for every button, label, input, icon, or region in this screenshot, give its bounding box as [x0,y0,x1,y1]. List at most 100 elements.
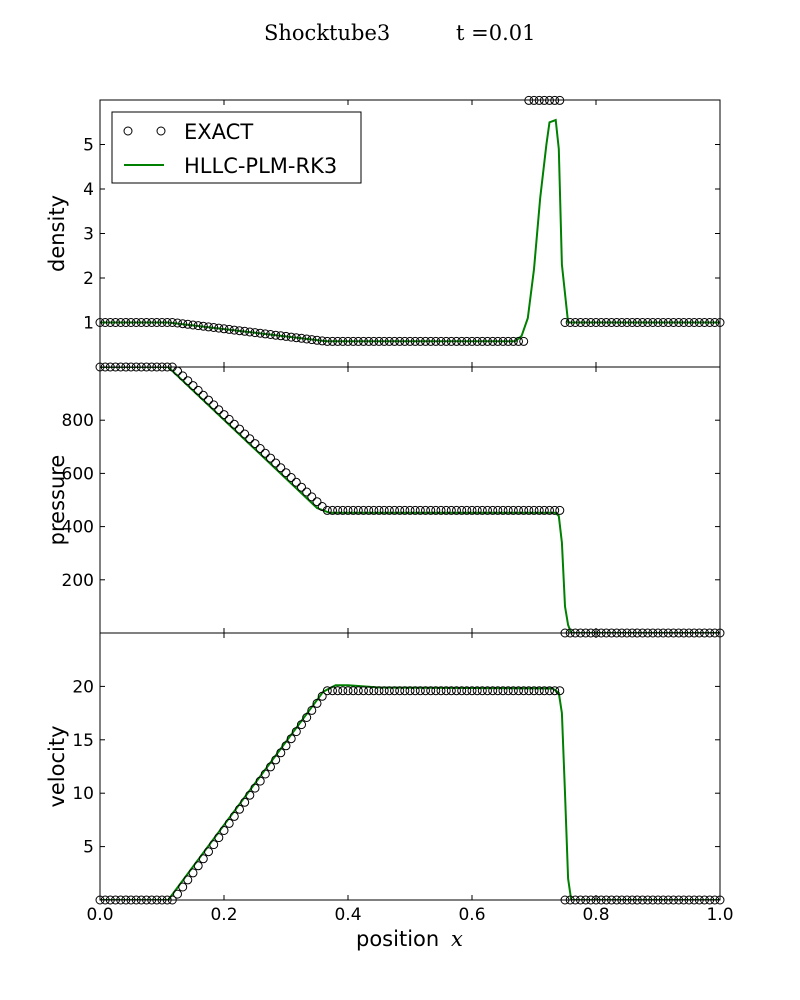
exact-point-velocity [436,686,446,696]
exact-point-density [364,336,374,346]
exact-point-density [136,318,146,327]
title-left: Shocktube3 [264,21,390,45]
exact-point-velocity [441,686,451,696]
exact-point-density [663,318,673,327]
exact-point-density [219,324,229,334]
exact-point-pressure [555,505,565,515]
exact-point-density [379,336,389,346]
exact-point-pressure [271,458,281,468]
exact-point-density [627,318,637,327]
exact-point-velocity [488,686,498,696]
exact-point-density [488,336,498,346]
exact-point-velocity [322,686,332,696]
exact-point-density [111,318,120,327]
exact-point-density [384,336,394,346]
exact-point-velocity [379,686,389,696]
exact-point-velocity [493,686,503,696]
exact-point-density [694,318,704,327]
exact-point-pressure [369,505,379,515]
exact-point-density [400,336,410,346]
exact-point-density [519,336,529,346]
exact-point-pressure [173,366,182,376]
x-tick-label: 0.4 [334,905,361,925]
exact-point-pressure [240,429,250,439]
exact-point-pressure [260,448,270,458]
exact-point-density [503,336,513,346]
exact-point-pressure [395,505,405,515]
exact-point-density [560,318,570,327]
exact-point-density [431,336,441,346]
exact-point-density [570,318,580,327]
exact-point-density [638,318,647,327]
y-tick-label-pressure: 800 [62,411,94,431]
exact-point-density [607,318,616,327]
exact-point-density [183,319,193,329]
exact-point-velocity [250,783,260,793]
exact-point-density [669,318,678,327]
exact-point-density [317,336,327,346]
exact-point-pressure [286,473,296,482]
exact-point-velocity [514,686,523,696]
exact-point-velocity [390,686,399,696]
exact-point-density [441,336,451,346]
exact-point-density [390,336,399,346]
series-line-velocity [100,684,720,900]
exact-point-velocity [343,686,353,696]
exact-point-density [565,318,575,327]
y-tick-label-density: 2 [83,269,94,289]
exact-point-density [131,318,141,327]
exact-point-density [457,336,467,346]
y-tick-label-pressure: 400 [62,518,94,538]
exact-point-velocity [188,868,198,878]
x-axis-label-text: position [356,927,439,951]
exact-point-density [596,318,606,327]
exact-point-pressure [534,505,544,515]
exact-point-density [369,336,379,346]
exact-point-density [291,333,301,343]
exact-point-pressure [322,505,332,515]
exact-point-density [198,321,208,331]
x-tick-label: 0.8 [582,905,609,925]
exact-point-density [700,318,709,327]
exact-point-velocity [219,826,229,835]
exact-point-pressure [333,505,343,515]
exact-point-pressure [214,405,224,415]
exact-point-velocity [255,776,265,786]
exact-point-velocity [266,762,275,772]
exact-point-density [374,336,384,346]
exact-point-density [452,336,461,346]
exact-point-pressure [431,505,441,515]
exact-point-density [710,318,720,327]
exact-point-velocity [214,833,224,843]
exact-point-velocity [498,686,508,696]
exact-point-velocity [271,755,281,765]
exact-point-density [632,318,642,327]
exact-point-pressure [224,414,234,424]
exact-point-density [100,318,110,327]
exact-point-density [322,336,332,346]
x-tick-label: 0.0 [86,905,113,925]
exact-point-pressure [302,487,312,497]
exact-point-density [147,318,157,327]
exact-point-density [653,318,663,327]
exact-point-velocity [374,686,384,696]
exact-point-velocity [333,686,343,696]
exact-point-density [209,323,219,332]
exact-point-pressure [266,453,275,463]
exact-point-density [250,328,260,338]
y-axis-label-density: density [45,195,69,272]
exact-point-pressure [219,410,229,420]
x-tick-label: 0.2 [210,905,237,925]
y-tick-label-velocity: 20 [72,677,94,697]
exact-point-pressure [178,371,188,381]
exact-point-density [359,336,368,346]
exact-point-density [266,330,275,339]
exact-point-density [276,331,286,341]
x-tick-label: 1.0 [706,905,733,925]
exact-point-velocity [312,698,322,708]
exact-point-pressure [374,505,384,515]
exact-point-pressure [488,505,498,515]
exact-point-velocity [400,686,410,696]
exact-point-pressure [348,505,358,515]
y-axis-label-velocity: velocity [45,725,69,807]
